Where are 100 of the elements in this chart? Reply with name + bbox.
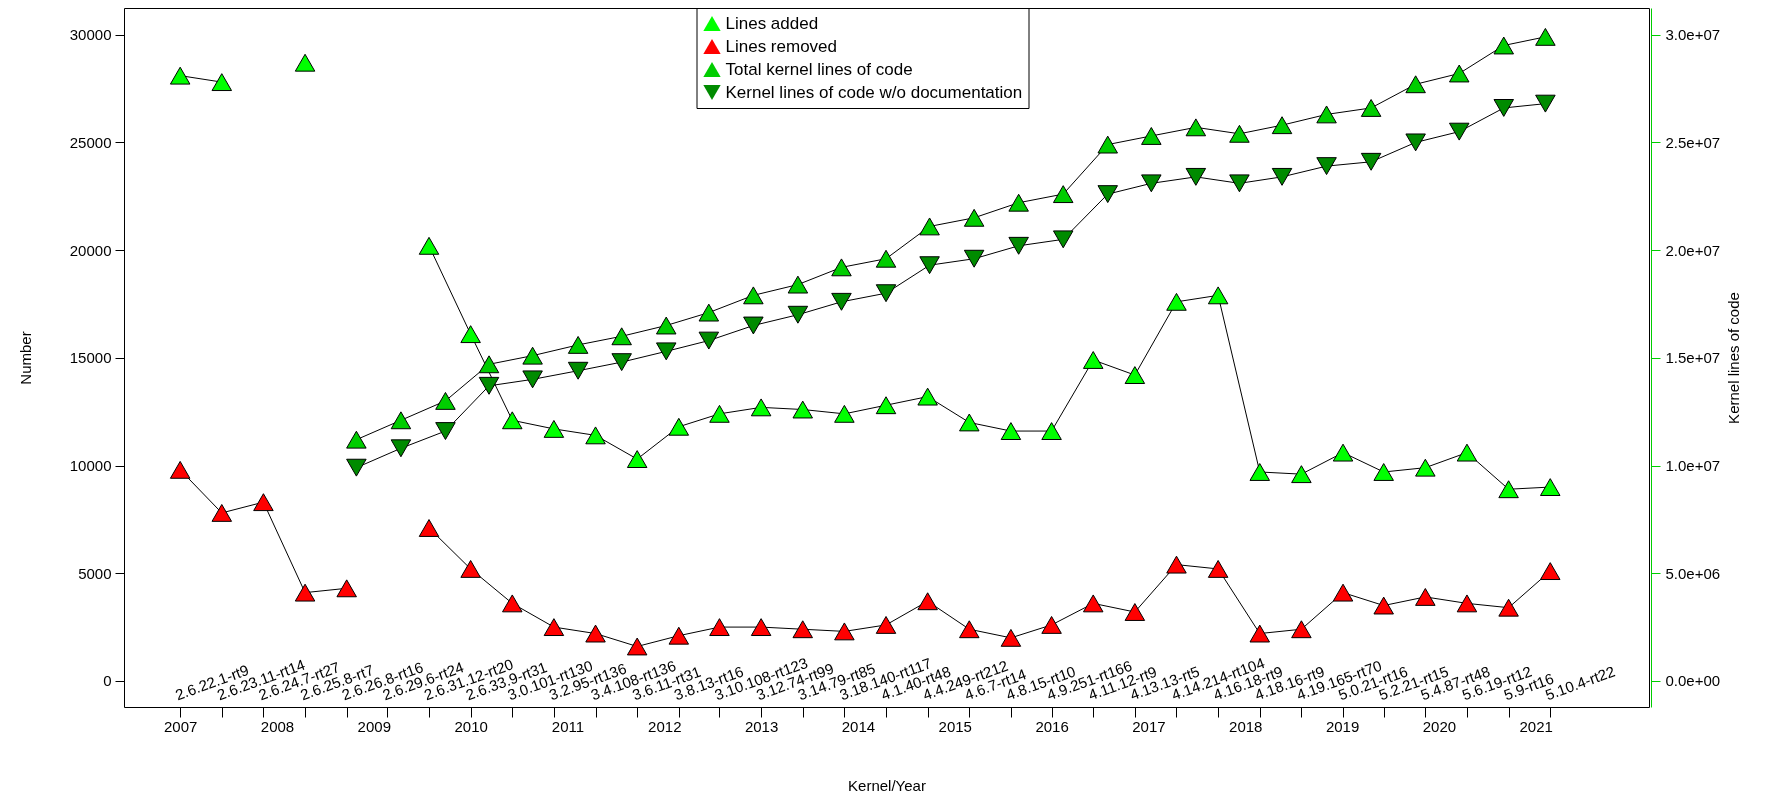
x-tick-label: 2010: [454, 717, 488, 735]
point: [750, 398, 772, 417]
y2-tick-label: 1.0e+07: [1665, 457, 1721, 475]
point: [626, 450, 648, 469]
point: [787, 305, 809, 324]
point: [1373, 596, 1394, 615]
y-tick-label: 25000: [69, 133, 112, 151]
point: [1415, 587, 1436, 606]
legend-label: Kernel lines of code w/o documentation: [725, 82, 1023, 102]
y2-tick-label: 5.0e+06: [1665, 564, 1721, 582]
point: [831, 258, 852, 277]
point: [567, 361, 589, 380]
point: [390, 439, 412, 458]
point: [834, 622, 855, 641]
y2-tick-label: 0.0e+00: [1665, 672, 1721, 690]
point: [792, 400, 813, 419]
point: [834, 404, 855, 423]
point: [743, 316, 764, 335]
point: [919, 256, 940, 275]
point: [1493, 36, 1515, 55]
point: [1405, 133, 1426, 152]
point: [917, 592, 938, 611]
x-tick-label: 2013: [744, 717, 779, 735]
point: [1539, 478, 1561, 497]
point: [418, 519, 440, 537]
point: [460, 325, 481, 344]
point: [1332, 443, 1354, 462]
point: [611, 353, 632, 372]
point: [567, 335, 589, 354]
x-tick-label: 2014: [841, 717, 876, 735]
point: [1332, 583, 1354, 602]
point: [1124, 366, 1146, 384]
point: [698, 303, 720, 322]
point: [1008, 193, 1029, 212]
legend-label: Lines added: [725, 13, 819, 33]
point: [655, 316, 677, 335]
y-tick-label: 0: [103, 672, 112, 690]
point: [1124, 603, 1146, 621]
point: [346, 430, 367, 449]
point: [655, 342, 677, 361]
point: [959, 620, 980, 639]
point: [1141, 174, 1162, 193]
y-tick-label: 20000: [69, 241, 112, 259]
point: [875, 284, 897, 303]
point: [917, 387, 938, 406]
point: [1000, 628, 1022, 647]
point: [435, 422, 456, 440]
point: [1097, 185, 1118, 204]
point: [1041, 615, 1062, 634]
point: [1229, 174, 1250, 193]
point: [743, 286, 764, 305]
point: [460, 559, 481, 578]
point: [294, 53, 316, 72]
point: [1185, 118, 1207, 137]
point: [1373, 463, 1394, 481]
x-tick-label: 2020: [1422, 717, 1457, 735]
x-tick-label: 2011: [551, 717, 585, 735]
point: [478, 355, 500, 374]
point: [1405, 75, 1426, 94]
point: [709, 404, 730, 423]
point: [875, 396, 897, 415]
point: [709, 618, 730, 637]
point: [626, 637, 648, 656]
point: [1185, 167, 1207, 186]
point: [1271, 167, 1293, 186]
point: [875, 249, 897, 268]
point: [390, 411, 412, 430]
y-tick-label: 15000: [69, 349, 112, 367]
point: [1448, 64, 1470, 83]
y2-tick-label: 3.0e+07: [1665, 26, 1721, 44]
point: [1493, 99, 1515, 117]
point: [1539, 562, 1561, 581]
x-tick-label: 2015: [938, 717, 972, 735]
x-tick-label: 2017: [1132, 717, 1166, 735]
legend-label: Total kernel lines of code: [725, 59, 913, 79]
point: [1082, 351, 1104, 369]
point: [1052, 185, 1074, 204]
point: [1141, 127, 1162, 145]
point: [1271, 116, 1293, 135]
point: [750, 618, 772, 637]
point: [1229, 124, 1250, 143]
point: [1097, 135, 1118, 154]
point: [875, 615, 897, 634]
point: [1456, 594, 1478, 613]
point: [502, 594, 523, 613]
x-tick-label: 2016: [1035, 717, 1069, 735]
x-tick-label: 2007: [163, 717, 198, 735]
point: [1207, 286, 1229, 305]
point: [963, 249, 985, 268]
x-tick-label: 2021: [1519, 717, 1553, 735]
point: [787, 275, 809, 294]
x-tick-label: 2019: [1325, 717, 1360, 735]
point: [169, 66, 191, 85]
y2-tick-label: 1.5e+07: [1665, 349, 1721, 367]
point: [211, 503, 233, 522]
point: [543, 419, 565, 438]
point: [1535, 27, 1556, 46]
point: [1052, 230, 1074, 249]
point: [522, 346, 543, 365]
x-tick-label: 2012: [648, 717, 682, 735]
